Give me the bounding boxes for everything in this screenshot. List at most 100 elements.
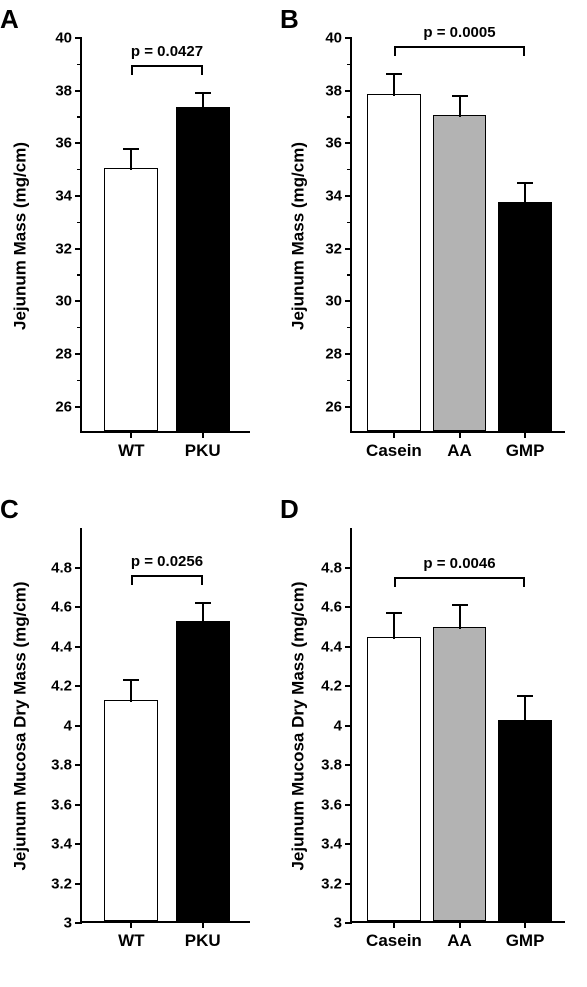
y-axis-label: Jejunum Mass (mg/cm) <box>288 38 308 433</box>
y-tick-label: 3.4 <box>51 836 72 853</box>
x-tick <box>459 431 461 438</box>
error-bar <box>202 603 204 623</box>
error-cap <box>452 604 468 606</box>
error-bar <box>459 96 461 117</box>
pvalue-bracket-drop <box>523 46 525 56</box>
p-value: p = 0.0427 <box>131 43 203 60</box>
pvalue-bracket-drop <box>201 65 203 75</box>
y-tick <box>345 606 352 608</box>
bar <box>498 720 552 921</box>
y-axis-label: Jejunum Mucosa Dry Mass (mg/cm) <box>288 528 308 923</box>
pvalue-bracket-drop <box>394 577 396 587</box>
p-value: p = 0.0256 <box>131 553 203 570</box>
y-tick-label: 36 <box>325 135 342 152</box>
y-tick <box>345 764 352 766</box>
x-tick <box>393 431 395 438</box>
y-tick <box>75 195 82 197</box>
pvalue-bracket-drop <box>394 46 396 56</box>
pvalue-bracket <box>131 65 202 67</box>
y-tick-label: 4.2 <box>51 678 72 695</box>
error-bar <box>130 149 132 170</box>
y-tick <box>75 804 82 806</box>
y-tick-label: 4.4 <box>51 638 72 655</box>
bar <box>104 168 158 431</box>
y-tick <box>345 646 352 648</box>
x-label: WT <box>118 441 144 461</box>
p-value: p = 0.0046 <box>423 555 495 572</box>
pvalue-bracket-drop <box>201 575 203 585</box>
y-axis-label: Jejunum Mass (mg/cm) <box>10 38 30 433</box>
error-cap <box>517 182 533 184</box>
y-tick-label: 4.8 <box>51 559 72 576</box>
error-bar <box>393 613 395 639</box>
y-tick-label: 3.4 <box>321 836 342 853</box>
error-bar <box>524 696 526 722</box>
bar <box>433 627 487 921</box>
y-tick <box>75 567 82 569</box>
panel-a: AJejunum Mass (mg/cm)2628303234363840WTP… <box>0 0 270 480</box>
bar <box>367 94 421 431</box>
y-tick-label: 28 <box>55 346 72 363</box>
y-tick-label: 34 <box>55 188 72 205</box>
y-tick-label: 40 <box>325 30 342 47</box>
y-tick <box>75 646 82 648</box>
pvalue-bracket-drop <box>131 575 133 585</box>
plot-area: Jejunum Mass (mg/cm)2628303234363840Case… <box>350 38 565 433</box>
x-tick <box>202 921 204 928</box>
error-cap <box>123 679 139 681</box>
x-tick <box>202 431 204 438</box>
error-cap <box>386 73 402 75</box>
bar <box>176 621 230 921</box>
bar <box>176 107 230 431</box>
y-tick-label: 30 <box>325 293 342 310</box>
y-tick-label: 26 <box>55 398 72 415</box>
y-tick-label: 28 <box>325 346 342 363</box>
y-tick <box>75 142 82 144</box>
y-tick-minor <box>77 380 82 382</box>
bar <box>367 637 421 921</box>
figure-grid: AJejunum Mass (mg/cm)2628303234363840WTP… <box>0 0 587 970</box>
error-bar <box>459 605 461 629</box>
y-tick-label: 3.8 <box>51 757 72 774</box>
y-tick-minor <box>77 222 82 224</box>
y-tick <box>75 922 82 924</box>
y-tick-label: 4.4 <box>321 638 342 655</box>
error-cap <box>195 602 211 604</box>
error-bar <box>393 74 395 96</box>
panel-label: B <box>280 4 299 35</box>
error-cap <box>452 95 468 97</box>
y-tick-minor <box>77 274 82 276</box>
y-tick <box>75 883 82 885</box>
x-label: GMP <box>506 441 545 461</box>
y-tick-label: 30 <box>55 293 72 310</box>
x-label: Casein <box>366 931 422 951</box>
y-tick-minor <box>77 327 82 329</box>
y-tick-minor <box>77 116 82 118</box>
y-axis-label: Jejunum Mucosa Dry Mass (mg/cm) <box>10 528 30 923</box>
y-tick-label: 3.2 <box>321 875 342 892</box>
y-tick-label: 32 <box>55 240 72 257</box>
y-tick <box>345 843 352 845</box>
y-tick <box>75 764 82 766</box>
error-cap <box>386 612 402 614</box>
y-tick <box>75 685 82 687</box>
y-tick-label: 3.6 <box>321 796 342 813</box>
panel-d: DJejunum Mucosa Dry Mass (mg/cm)33.23.43… <box>280 490 577 970</box>
error-cap <box>517 695 533 697</box>
bar <box>433 115 487 431</box>
panel-b: B Jejunum Mass (mg/cm)2628303234363840Cas… <box>280 0 577 480</box>
p-value: p = 0.0005 <box>423 24 495 41</box>
error-bar <box>130 680 132 702</box>
x-label: GMP <box>506 931 545 951</box>
y-tick <box>345 567 352 569</box>
x-tick <box>130 431 132 438</box>
x-tick <box>459 921 461 928</box>
error-bar <box>524 183 526 204</box>
error-bar <box>202 93 204 109</box>
bar <box>104 700 158 921</box>
y-tick-label: 4 <box>64 717 72 734</box>
y-tick <box>75 248 82 250</box>
plot-area: Jejunum Mucosa Dry Mass (mg/cm)33.23.43.… <box>80 528 250 923</box>
x-tick <box>524 431 526 438</box>
pvalue-bracket <box>394 577 525 579</box>
